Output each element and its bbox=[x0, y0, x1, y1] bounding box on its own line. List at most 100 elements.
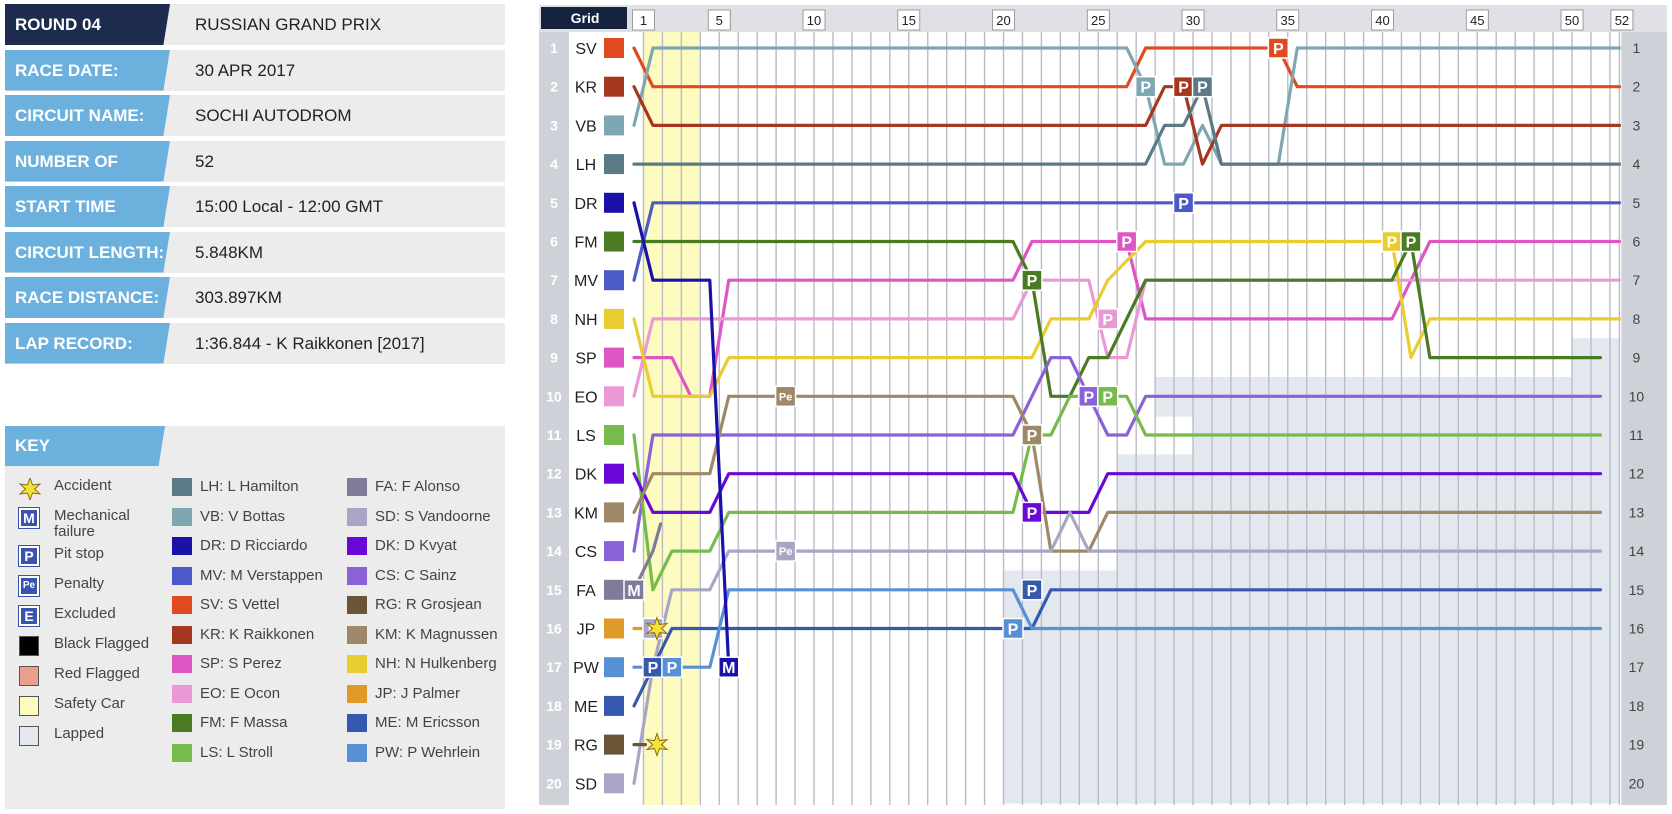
lap-tick-box bbox=[802, 9, 826, 31]
marker-letter: Pe bbox=[779, 546, 792, 558]
marker-p-fm: P bbox=[1400, 230, 1422, 253]
accident-icon bbox=[18, 476, 42, 502]
series-line-eo bbox=[632, 278, 1622, 398]
key-item-label: Safety Car bbox=[54, 695, 125, 712]
legend-label: VB: V Bottas bbox=[200, 507, 286, 525]
info-row: RACE DATE: 30 APR 2017 bbox=[5, 49, 505, 91]
info-row: CIRCUIT NAME: SOCHI AUTODROM bbox=[5, 95, 505, 136]
marker-box bbox=[1097, 308, 1119, 330]
grid-driver-swatch bbox=[604, 154, 624, 175]
lap-tick-box bbox=[1465, 9, 1489, 31]
key-pe-icon: Pe bbox=[18, 575, 40, 597]
lap-tick-box bbox=[707, 9, 731, 31]
lap-tick-box bbox=[992, 9, 1015, 31]
position-column-left bbox=[539, 5, 569, 805]
lapped-shading bbox=[1003, 763, 1620, 804]
marker-p-sp: P bbox=[1115, 230, 1138, 253]
info-label: CIRCUIT NAME: bbox=[5, 95, 170, 136]
grid-driver-swatch bbox=[604, 115, 624, 136]
race-info-table: ROUND 04 RUSSIAN GRAND PRIX RACE DATE: 30 A… bbox=[5, 4, 505, 368]
position-number-left: 5 bbox=[550, 195, 558, 211]
marker-box bbox=[718, 656, 740, 678]
lap-tick-box bbox=[632, 9, 655, 31]
marker-letter: P bbox=[1178, 196, 1189, 213]
legend-swatch bbox=[347, 537, 367, 555]
marker-p-mv: P bbox=[1172, 192, 1195, 214]
grid-driver-code: EO bbox=[574, 389, 597, 406]
lap-tick-label: 30 bbox=[1186, 13, 1200, 28]
legend-label: DR: D Ricciardo bbox=[200, 537, 308, 554]
position-number-left: 2 bbox=[550, 79, 558, 95]
legend-label: RG: R Grosjean bbox=[375, 596, 482, 613]
position-number-right: 20 bbox=[1629, 775, 1645, 791]
grid-driver-swatch bbox=[604, 270, 624, 291]
legend-swatch bbox=[172, 507, 192, 526]
lap-tick-label: 20 bbox=[996, 13, 1010, 28]
marker-box bbox=[1021, 579, 1043, 601]
accident-star bbox=[645, 616, 669, 641]
info-label: CIRCUIT LENGTH: bbox=[5, 231, 170, 273]
legend-label: KR: K Raikkonen bbox=[200, 625, 315, 643]
marker-p-nh: P bbox=[1381, 230, 1403, 253]
lapped-shading bbox=[1003, 686, 1620, 727]
position-number-left: 19 bbox=[546, 737, 562, 753]
key-item-label: Lapped bbox=[54, 725, 105, 742]
position-number-right: 14 bbox=[1629, 543, 1645, 559]
key-swatch bbox=[19, 666, 39, 686]
grid-driver-code: LH bbox=[576, 157, 596, 174]
legend-swatch bbox=[347, 625, 367, 644]
marker-p-cs: P bbox=[1078, 385, 1100, 408]
position-number-left: 14 bbox=[546, 543, 562, 559]
marker-letter: P bbox=[1027, 583, 1038, 600]
grid-driver-code: FA bbox=[576, 583, 596, 600]
marker-p-km: P bbox=[1021, 424, 1043, 446]
legend-swatch bbox=[347, 596, 367, 614]
grid-driver-swatch bbox=[604, 192, 624, 213]
marker-box bbox=[1021, 424, 1043, 446]
legend-label: SP: S Perez bbox=[200, 655, 282, 672]
marker-box bbox=[1097, 385, 1119, 408]
position-number-right: 2 bbox=[1633, 79, 1641, 95]
accident-icon bbox=[645, 616, 669, 641]
info-row: CIRCUIT LENGTH: 5.848KM bbox=[5, 231, 505, 273]
key-item-label: Excluded bbox=[54, 605, 116, 622]
grid-column bbox=[569, 32, 634, 805]
legend-label: JP: J Palmer bbox=[375, 684, 461, 702]
marker-letter: P bbox=[1027, 505, 1038, 522]
key-item-label: Black Flagged bbox=[54, 635, 150, 652]
info-value: 30 APR 2017 bbox=[195, 60, 296, 80]
marker-p-me: P bbox=[642, 656, 664, 678]
grid-driver-code: RG bbox=[574, 738, 598, 755]
marker-p-kr: P bbox=[1172, 75, 1195, 98]
series-line-lh bbox=[632, 85, 1622, 166]
grid-driver-swatch bbox=[604, 76, 624, 97]
legend-label: NH: N Hulkenberg bbox=[375, 655, 497, 672]
lap-tick-label: 35 bbox=[1281, 13, 1295, 28]
position-number-right: 4 bbox=[1633, 156, 1641, 172]
info-row: NUMBER OF LAPS: 52 bbox=[5, 140, 505, 182]
marker-box bbox=[1115, 230, 1138, 253]
grid-driver-code: PW bbox=[573, 660, 600, 677]
legend-swatch bbox=[172, 478, 192, 496]
lap-tick-label: 40 bbox=[1375, 13, 1389, 28]
info-label: START TIME bbox=[5, 186, 170, 227]
marker-box bbox=[661, 656, 683, 678]
marker-letter: M bbox=[627, 583, 640, 600]
grid-driver-code: FM bbox=[574, 235, 597, 252]
legend-swatch bbox=[172, 537, 192, 555]
position-number-left: 4 bbox=[550, 156, 558, 172]
key-item-label: Mechanical failure bbox=[54, 507, 130, 540]
key-swatch bbox=[19, 696, 39, 716]
position-number-left: 16 bbox=[546, 621, 562, 637]
key-item-label: Accident bbox=[54, 477, 112, 494]
info-value: RUSSIAN GRAND PRIX bbox=[195, 15, 382, 34]
grid-driver-swatch bbox=[604, 773, 624, 794]
series-line-mv bbox=[632, 201, 1622, 282]
marker-letter: P bbox=[648, 660, 659, 677]
marker-box bbox=[1400, 230, 1422, 253]
lap-tick-label: 45 bbox=[1470, 13, 1484, 28]
grid-driver-code: NH bbox=[574, 312, 597, 329]
legend-swatch bbox=[172, 596, 192, 614]
grid-driver-code: SD bbox=[575, 776, 597, 793]
